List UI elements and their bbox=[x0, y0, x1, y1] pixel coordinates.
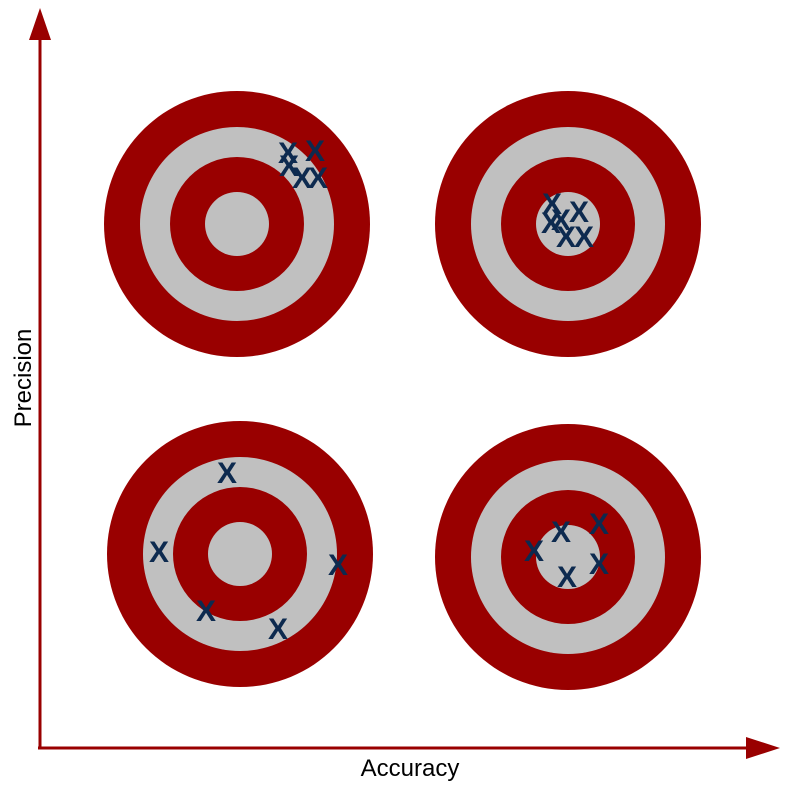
target-bullseye bbox=[208, 522, 272, 586]
target-bottom-right bbox=[435, 424, 701, 690]
x-axis-arrowhead bbox=[746, 737, 780, 759]
shot-mark: X bbox=[268, 613, 288, 646]
target-top-right bbox=[435, 91, 701, 357]
shot-mark: X bbox=[556, 221, 576, 254]
shot-mark: X bbox=[589, 508, 609, 541]
shot-mark: X bbox=[279, 150, 299, 183]
x-axis-label: Accuracy bbox=[361, 755, 460, 782]
shot-mark: X bbox=[551, 204, 571, 237]
shot-mark: X bbox=[292, 162, 312, 195]
shot-mark: X bbox=[149, 536, 169, 569]
shot-mark: X bbox=[557, 561, 577, 594]
axes bbox=[29, 8, 780, 759]
shot-mark: X bbox=[542, 188, 562, 221]
shot-mark: X bbox=[589, 548, 609, 581]
shots-bottom-left: X X X X X bbox=[149, 457, 348, 646]
shot-mark: X bbox=[308, 162, 328, 195]
shot-mark: X bbox=[569, 196, 589, 229]
target-bottom-left bbox=[107, 421, 373, 687]
shot-mark: X bbox=[551, 516, 571, 549]
target-bullseye bbox=[536, 192, 600, 256]
shot-mark: X bbox=[328, 549, 348, 582]
target-bullseye bbox=[205, 192, 269, 256]
y-axis-arrowhead bbox=[29, 8, 51, 40]
shot-mark: X bbox=[278, 137, 298, 170]
shot-mark: X bbox=[196, 595, 216, 628]
shots-bottom-right: X X X X X bbox=[524, 508, 609, 594]
shots-top-left: X X X X X bbox=[278, 135, 328, 195]
target-top-left bbox=[104, 91, 370, 357]
shot-mark: X bbox=[541, 207, 561, 240]
shot-mark: X bbox=[574, 221, 594, 254]
y-axis-label: Precision bbox=[10, 329, 37, 428]
shot-mark: X bbox=[217, 457, 237, 490]
shot-mark: X bbox=[524, 535, 544, 568]
shot-mark: X bbox=[305, 135, 325, 168]
shots-top-right: X X X X X X bbox=[541, 188, 594, 254]
target-bullseye bbox=[536, 525, 600, 589]
